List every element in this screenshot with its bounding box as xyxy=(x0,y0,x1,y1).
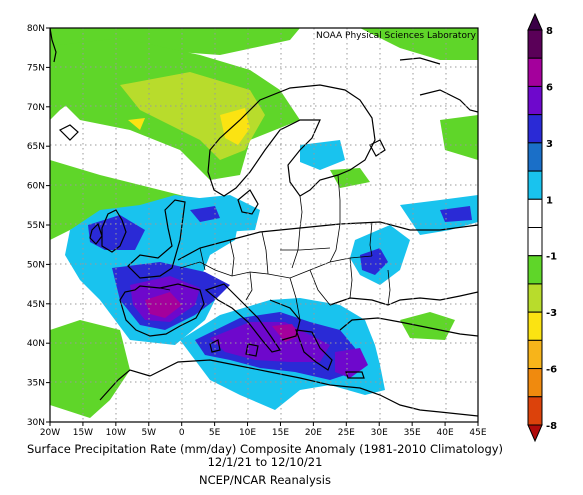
lon-tick-label: 0 xyxy=(179,428,185,438)
lat-tick-label: 40N xyxy=(27,339,45,349)
lon-tick-label: 20E xyxy=(305,428,322,438)
graticule xyxy=(50,28,478,422)
lat-tick-label: 75N xyxy=(27,63,45,73)
lon-tick-label: 35E xyxy=(404,428,421,438)
lon-tick-label: 30E xyxy=(371,428,388,438)
colorbar-swatch xyxy=(527,255,543,285)
lon-tick-label: 25E xyxy=(338,428,355,438)
colorbar-swatch xyxy=(527,142,543,172)
lon-tick-label: 40E xyxy=(437,428,454,438)
attribution-label: NOAA Physical Sciences Laboratory xyxy=(316,31,477,41)
lat-tick-label: 60N xyxy=(27,182,45,192)
lat-tick-label: 70N xyxy=(27,103,45,113)
lat-tick-label: 30N xyxy=(27,418,45,428)
lon-tick-label: 20W xyxy=(40,428,60,438)
colorbar-label: 1 xyxy=(546,195,553,206)
colorbar-swatch xyxy=(527,29,543,59)
colorbar-swatch xyxy=(527,57,543,87)
colorbar-swatch xyxy=(527,283,543,313)
colorbar-swatch xyxy=(527,198,543,229)
lon-tick-label: 5E xyxy=(209,428,221,438)
colorbar-swatch xyxy=(527,170,543,200)
lon-tick-label: 45E xyxy=(469,428,486,438)
figure-title: Surface Precipitation Rate (mm/day) Comp… xyxy=(26,442,504,456)
lon-tick-label: 10E xyxy=(239,428,256,438)
lat-tick-label: 50N xyxy=(27,260,45,270)
colorbar-swatch xyxy=(527,368,543,398)
colorbar-label: -6 xyxy=(546,365,557,376)
lat-tick-label: 35N xyxy=(27,379,45,389)
colorbar-over-triangle xyxy=(527,12,543,31)
colorbar-swatch xyxy=(527,85,543,116)
colorbar-swatch xyxy=(527,339,543,370)
colorbar-swatch xyxy=(527,311,543,341)
lon-tick-label: 10W xyxy=(106,428,126,438)
colorbar-under-triangle xyxy=(527,424,543,443)
colorbar-swatch xyxy=(527,114,543,144)
country-borders xyxy=(159,174,391,321)
coastlines xyxy=(50,28,478,417)
wet-anomaly-extreme xyxy=(145,292,300,342)
colorbar-swatch xyxy=(527,227,543,257)
colorbar-label: 3 xyxy=(546,139,553,150)
lat-tick-label: 55N xyxy=(27,221,45,231)
date-range: 12/1/21 to 12/10/21 xyxy=(207,455,323,469)
latitude-ticks: 80N 75N 70N 65N 60N 55N 50N 45N 40N 35N 30N xyxy=(27,24,50,428)
data-source: NCEP/NCAR Reanalysis xyxy=(199,473,331,487)
lat-tick-label: 65N xyxy=(27,142,45,152)
colorbar-label: -1 xyxy=(546,252,557,263)
lon-tick-label: 5W xyxy=(141,428,156,438)
colorbar-label: -3 xyxy=(546,308,557,319)
lon-tick-label: 15W xyxy=(73,428,93,438)
longitude-ticks: 20W 15W 10W 5W 0 5E 10E 15E 20E 25E 30E 35E 40E 45E xyxy=(40,422,487,438)
lat-tick-label: 45N xyxy=(27,300,45,310)
colorbar-label: 8 xyxy=(546,26,553,37)
anomaly-field xyxy=(50,28,478,422)
colorbar: 8 6 3 1 -1 -3 -6 -8 xyxy=(527,12,557,443)
colorbar-label: -8 xyxy=(546,421,557,432)
lon-tick-label: 15E xyxy=(272,428,289,438)
lat-tick-label: 80N xyxy=(27,24,45,34)
colorbar-swatch xyxy=(527,396,543,426)
colorbar-label: 6 xyxy=(546,82,553,93)
